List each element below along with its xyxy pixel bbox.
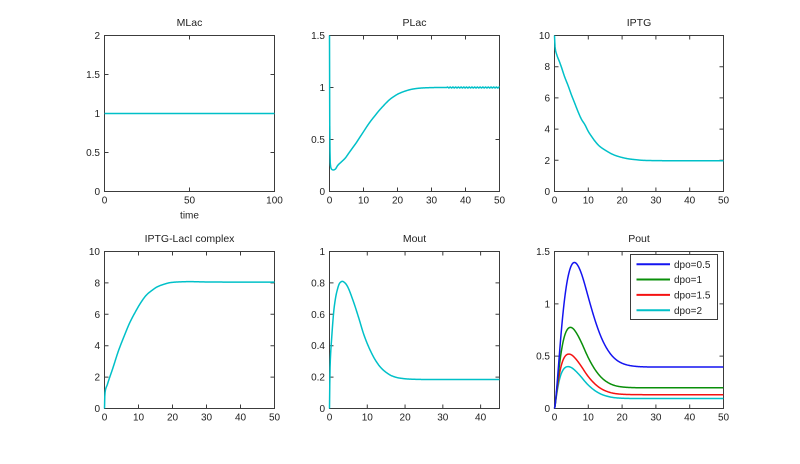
svg-text:1.5: 1.5 xyxy=(536,247,550,258)
svg-text:6: 6 xyxy=(544,93,550,104)
svg-text:dpo=1.5: dpo=1.5 xyxy=(674,291,711,302)
svg-text:2: 2 xyxy=(94,373,100,384)
svg-text:30: 30 xyxy=(201,413,213,424)
svg-text:100: 100 xyxy=(266,196,283,207)
svg-text:MLac: MLac xyxy=(177,17,203,29)
svg-text:10: 10 xyxy=(89,247,101,258)
svg-text:0: 0 xyxy=(544,187,550,198)
svg-text:0: 0 xyxy=(94,187,100,198)
svg-text:dpo=1: dpo=1 xyxy=(674,275,703,286)
svg-text:0: 0 xyxy=(319,404,325,415)
svg-text:0.2: 0.2 xyxy=(311,373,325,384)
svg-text:10: 10 xyxy=(362,413,374,424)
svg-text:1: 1 xyxy=(94,109,100,120)
svg-text:50: 50 xyxy=(718,413,730,424)
svg-text:0: 0 xyxy=(552,413,558,424)
svg-text:0.5: 0.5 xyxy=(536,352,550,363)
svg-text:0.5: 0.5 xyxy=(311,135,325,146)
svg-text:30: 30 xyxy=(650,196,662,207)
svg-text:0: 0 xyxy=(327,413,333,424)
svg-text:1: 1 xyxy=(319,247,325,258)
svg-text:40: 40 xyxy=(475,413,487,424)
svg-text:40: 40 xyxy=(235,413,247,424)
svg-text:2: 2 xyxy=(94,31,100,42)
svg-text:20: 20 xyxy=(167,413,179,424)
svg-text:50: 50 xyxy=(184,196,196,207)
svg-text:PLac: PLac xyxy=(403,17,427,29)
svg-text:30: 30 xyxy=(650,413,662,424)
svg-text:10: 10 xyxy=(133,413,145,424)
svg-text:1.5: 1.5 xyxy=(86,70,100,81)
svg-text:0: 0 xyxy=(327,196,333,207)
svg-text:0.5: 0.5 xyxy=(86,148,100,159)
svg-text:0: 0 xyxy=(102,196,108,207)
svg-text:4: 4 xyxy=(544,125,550,136)
svg-text:dpo=2: dpo=2 xyxy=(674,306,703,317)
svg-text:Mout: Mout xyxy=(403,233,426,245)
svg-text:0.8: 0.8 xyxy=(311,278,325,289)
svg-text:10: 10 xyxy=(358,196,370,207)
svg-text:20: 20 xyxy=(392,196,404,207)
svg-text:time: time xyxy=(180,211,199,222)
svg-text:50: 50 xyxy=(269,413,281,424)
svg-text:IPTG: IPTG xyxy=(627,17,652,29)
svg-text:50: 50 xyxy=(494,196,506,207)
svg-text:0.4: 0.4 xyxy=(311,341,325,352)
svg-text:6: 6 xyxy=(94,310,100,321)
svg-text:10: 10 xyxy=(539,31,551,42)
svg-text:10: 10 xyxy=(583,196,595,207)
svg-text:0: 0 xyxy=(319,187,325,198)
svg-text:8: 8 xyxy=(94,278,100,289)
svg-text:40: 40 xyxy=(460,196,472,207)
svg-text:dpo=0.5: dpo=0.5 xyxy=(674,260,711,271)
svg-text:40: 40 xyxy=(684,196,696,207)
svg-text:0: 0 xyxy=(102,413,108,424)
svg-text:0.6: 0.6 xyxy=(311,310,325,321)
svg-text:2: 2 xyxy=(544,156,550,167)
svg-text:0: 0 xyxy=(94,404,100,415)
svg-text:IPTG-LacI complex: IPTG-LacI complex xyxy=(145,233,236,245)
svg-text:30: 30 xyxy=(426,196,438,207)
svg-text:20: 20 xyxy=(617,413,629,424)
svg-text:20: 20 xyxy=(617,196,629,207)
svg-text:4: 4 xyxy=(94,341,100,352)
svg-text:0: 0 xyxy=(544,404,550,415)
svg-text:Pout: Pout xyxy=(628,233,650,245)
svg-text:8: 8 xyxy=(544,62,550,73)
svg-text:1.5: 1.5 xyxy=(311,31,325,42)
svg-text:10: 10 xyxy=(583,413,595,424)
svg-text:30: 30 xyxy=(437,413,449,424)
svg-text:1: 1 xyxy=(319,83,325,94)
svg-text:20: 20 xyxy=(400,413,412,424)
svg-text:40: 40 xyxy=(684,413,696,424)
svg-text:1: 1 xyxy=(544,299,550,310)
svg-text:50: 50 xyxy=(718,196,730,207)
svg-text:0: 0 xyxy=(552,196,558,207)
